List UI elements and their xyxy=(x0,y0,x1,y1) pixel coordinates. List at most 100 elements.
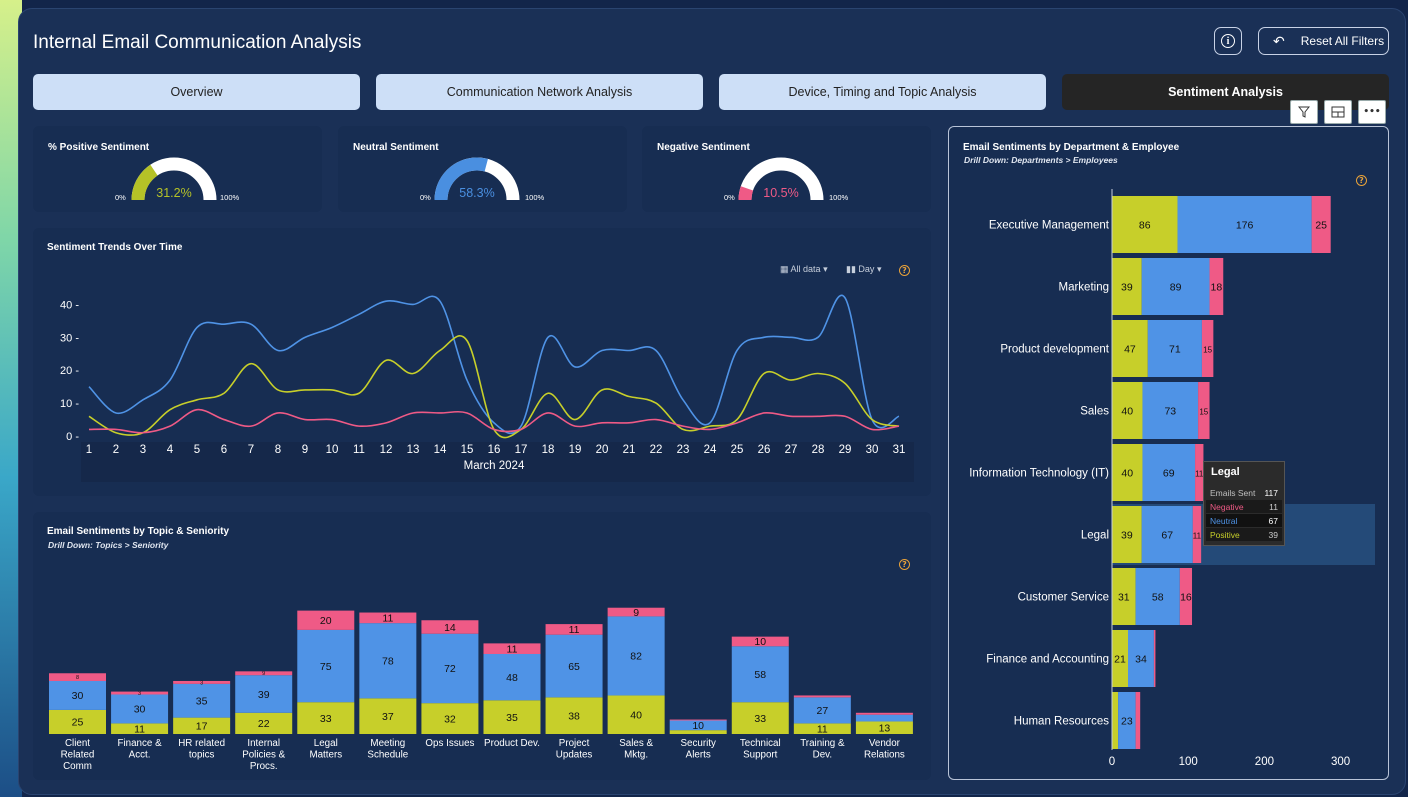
caret-down-icon: ▾ xyxy=(876,264,882,274)
undo-arrow-icon: ↶ xyxy=(1273,32,1285,49)
topic-category-label: Related xyxy=(61,750,95,761)
x-tick-label: 18 xyxy=(542,444,555,456)
topic-bar-label: 33 xyxy=(754,713,766,725)
dept-title: Email Sentiments by Department & Employe… xyxy=(963,142,1180,153)
dept-bar-segment xyxy=(1135,568,1180,625)
dept-bar-label: 39 xyxy=(1121,282,1133,294)
topic-bar-segment xyxy=(49,680,106,710)
gauge-value: 10.5% xyxy=(763,186,798,200)
reset-all-filters-button[interactable]: ↶ Reset All Filters xyxy=(1258,27,1389,55)
topic-category-label: Comm xyxy=(63,761,92,772)
topic-bar-segment xyxy=(49,709,106,734)
dept-bar-segment xyxy=(1112,382,1143,439)
topic-bar-label: 35 xyxy=(506,712,518,724)
dept-bar-segment xyxy=(1135,692,1141,749)
dept-bar-segment xyxy=(1311,196,1331,253)
filter-icon[interactable] xyxy=(1290,100,1318,124)
info-button[interactable]: i xyxy=(1214,27,1242,55)
topic-category-label: Alerts xyxy=(686,750,711,761)
topic-category-label: Legal xyxy=(314,738,338,749)
topic-category-label: Schedule xyxy=(367,750,408,761)
x-tick-label: 11 xyxy=(353,444,365,456)
sentiment-trend-chart: 0 -10 -20 -30 -40 -1 2 3 4 5 6 7 8 9 10 11 12 13 14 15… xyxy=(60,294,914,482)
x-tick-label: 10 xyxy=(326,444,339,456)
x-tick-label: 22 xyxy=(650,444,663,456)
topic-category-label: Internal xyxy=(247,738,280,749)
day-label: Day xyxy=(858,264,875,274)
dept-bar-segment xyxy=(1112,444,1143,501)
x-tick-label: 6 xyxy=(221,444,227,456)
topic-bar-label: 25 xyxy=(72,717,84,729)
all-data-label: All data xyxy=(790,264,821,274)
dept-bar-segment xyxy=(1118,692,1136,749)
topic-bar-segment xyxy=(669,720,727,731)
dept-bar-label: 11 xyxy=(1195,470,1204,479)
x-tick-label: 9 xyxy=(302,444,308,456)
topic-bar-label: 11 xyxy=(507,643,518,655)
gauge-neutral: 58.3% xyxy=(434,157,520,201)
topic-bar-segment xyxy=(173,680,231,684)
x-tick-label: 200 xyxy=(1255,756,1274,768)
x-tick-label: 13 xyxy=(407,444,420,456)
topic-bar-label: 11 xyxy=(569,624,580,636)
dept-bar-label: 89 xyxy=(1170,282,1182,294)
gauge-card-negative: Negative Sentiment 10.5% 0% 100% xyxy=(642,126,931,212)
topic-bar-segment xyxy=(111,691,169,695)
x-tick-label: 2 xyxy=(113,444,119,456)
topic-bar-segment xyxy=(607,607,665,617)
x-tick-label: 26 xyxy=(758,444,771,456)
topic-bar-segment xyxy=(545,624,603,635)
gauge-fill xyxy=(434,157,488,201)
topic-bar-segment xyxy=(235,675,293,713)
dept-bar-label: 23 xyxy=(1121,716,1133,728)
topic-bar-segment xyxy=(111,694,169,724)
topic-bar-label: 27 xyxy=(816,705,828,717)
focus-mode-icon[interactable] xyxy=(1324,100,1352,124)
topic-category-label: Finance & xyxy=(118,738,163,749)
dept-bar-segment xyxy=(1198,382,1210,439)
tooltip-value: 11 xyxy=(1269,501,1278,512)
topic-bar-label: 32 xyxy=(444,713,456,725)
x-tick-label: 5 xyxy=(194,444,200,456)
tooltip-row-positive: Positive 39 xyxy=(1206,528,1282,541)
dept-bar-segment xyxy=(1147,320,1202,377)
dept-bar-label: 11 xyxy=(1193,532,1202,541)
topic-bar-segment xyxy=(731,702,789,734)
topic-bar-label: 38 xyxy=(568,710,580,722)
more-options-icon[interactable]: ••• xyxy=(1358,100,1386,124)
topic-category-label: Project xyxy=(559,738,590,749)
help-icon[interactable]: ? xyxy=(1356,175,1367,186)
topic-bar-label: 72 xyxy=(444,663,456,675)
x-tick-label: 300 xyxy=(1331,756,1350,768)
tab-overview[interactable]: Overview xyxy=(33,74,360,110)
gauge-card-neutral: Neutral Sentiment 58.3% 0% 100% xyxy=(338,126,627,212)
help-icon[interactable]: ? xyxy=(899,265,910,276)
gauge-positive: 31.2% xyxy=(131,157,217,201)
tab-communication-network[interactable]: Communication Network Analysis xyxy=(376,74,703,110)
y-tick-label: 40 - xyxy=(60,299,79,311)
dept-bar-segment xyxy=(1112,258,1142,315)
dept-bar-label: 73 xyxy=(1164,406,1176,418)
gauge-title: Negative Sentiment xyxy=(657,142,750,153)
topic-bar-segment xyxy=(235,712,293,734)
help-icon[interactable]: ? xyxy=(899,559,910,570)
tooltip-row-negative: Negative 11 xyxy=(1206,500,1282,513)
dept-bar-segment xyxy=(1112,630,1129,687)
topic-bar-label: 3 xyxy=(138,691,141,697)
granularity-dropdown[interactable]: ▮▮ Day ▾ xyxy=(846,264,881,275)
tooltip-value: 67 xyxy=(1268,515,1278,526)
trend-title: Sentiment Trends Over Time xyxy=(47,242,183,253)
topic-category-label: Policies & xyxy=(242,750,285,761)
topic-bar-segment xyxy=(359,698,417,734)
tab-device-timing-topic[interactable]: Device, Timing and Topic Analysis xyxy=(719,74,1046,110)
reset-label: Reset All Filters xyxy=(1300,34,1385,48)
topic-bar-segment xyxy=(545,634,603,698)
topic-bar-segment xyxy=(421,633,479,704)
topic-bar-label: 75 xyxy=(320,661,332,673)
topic-bar-segment xyxy=(421,703,479,734)
topic-category-label: HR related xyxy=(178,738,225,749)
dept-category-label: Marketing xyxy=(1059,282,1110,294)
topic-category-label: Updates xyxy=(556,750,593,761)
all-data-dropdown[interactable]: ▦ All data ▾ xyxy=(780,264,828,275)
topic-bar-label: 11 xyxy=(382,613,393,625)
